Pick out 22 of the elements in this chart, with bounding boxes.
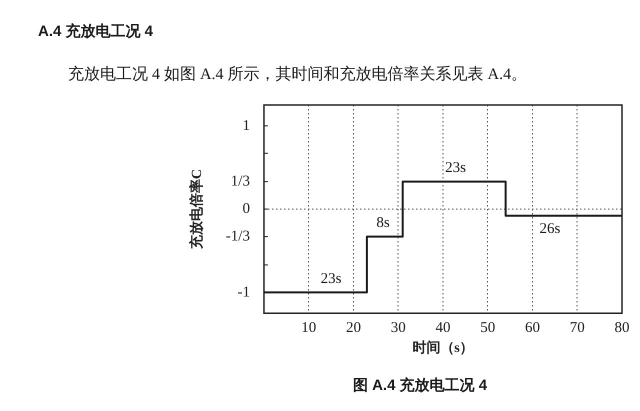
x-tick-label: 40 [435,320,450,336]
y-tick-label: -1/3 [226,228,250,245]
x-tick-label: 20 [346,320,361,336]
annotation: 26s [540,221,561,238]
y-tick-label: 1/3 [230,174,250,190]
x-tick-label: 60 [524,320,540,336]
x-tick-label: 10 [301,320,316,336]
annotation: 23s [445,160,466,176]
x-tick-label: 30 [390,320,406,336]
y-axis-title: 充放电倍率C [188,169,206,250]
x-axis-title: 时间（s） [412,340,474,356]
text: 图 A.4 充放电工况 4 [352,376,488,395]
y-tick-label: 1 [242,118,250,134]
y-tick-label: -1 [237,284,250,300]
y-tick-label: 0 [242,201,250,218]
x-tick-label: 70 [570,320,585,336]
annotation: 23s [320,270,342,287]
chart-subtitle: 充放电工况 4 如图 A.4 所示，其时间和充放电倍率关系见表 A.4。 [68,64,528,85]
text: A.4 充放电工况 4 [38,22,154,41]
annotation: 8s [376,215,390,232]
x-tick-label: 80 [614,320,630,336]
x-tick-label: 50 [480,320,496,336]
